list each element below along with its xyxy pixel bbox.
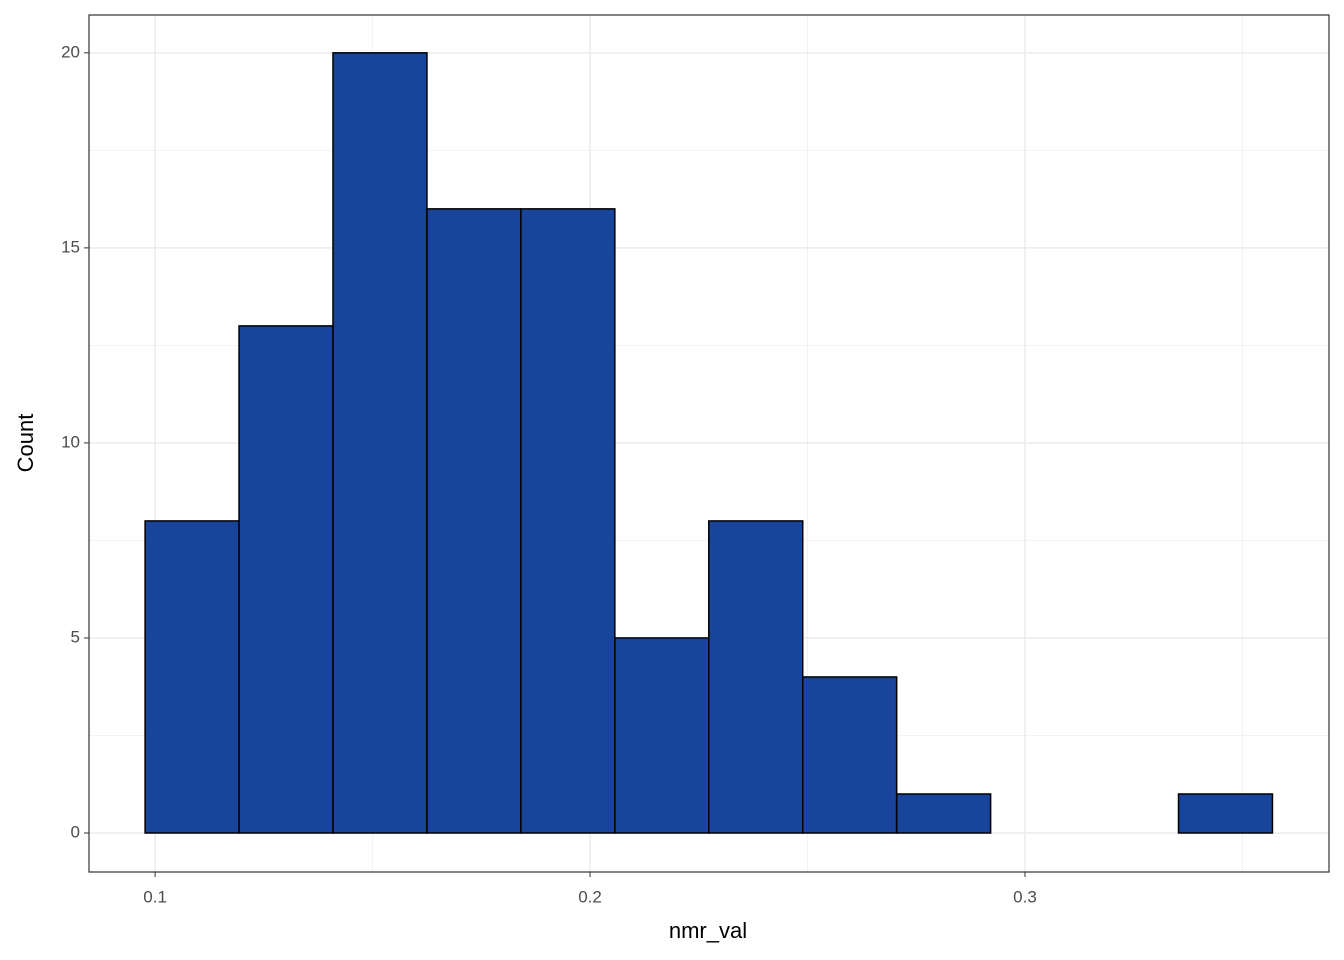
x-tick-label: 0.2	[578, 887, 602, 906]
bar	[1177, 793, 1274, 834]
x-tick-label: 0.3	[1013, 887, 1037, 906]
y-tick-label: 10	[61, 432, 80, 451]
x-tick-label: 0.1	[143, 887, 167, 906]
bar	[708, 520, 804, 834]
bar	[144, 520, 240, 834]
bar	[332, 52, 428, 834]
bar	[520, 208, 616, 834]
y-tick-label: 0	[71, 822, 80, 841]
panel-border	[88, 14, 1330, 873]
y-tick-label: 15	[61, 237, 80, 256]
bar	[895, 793, 992, 834]
bar	[801, 676, 898, 834]
y-axis-title: Count	[13, 414, 38, 473]
x-axis-title: nmr_val	[669, 918, 747, 943]
bar	[238, 325, 334, 834]
y-tick-label: 5	[71, 627, 80, 646]
y-tick-label: 20	[61, 42, 80, 61]
bar	[614, 637, 710, 834]
bar	[426, 208, 522, 834]
